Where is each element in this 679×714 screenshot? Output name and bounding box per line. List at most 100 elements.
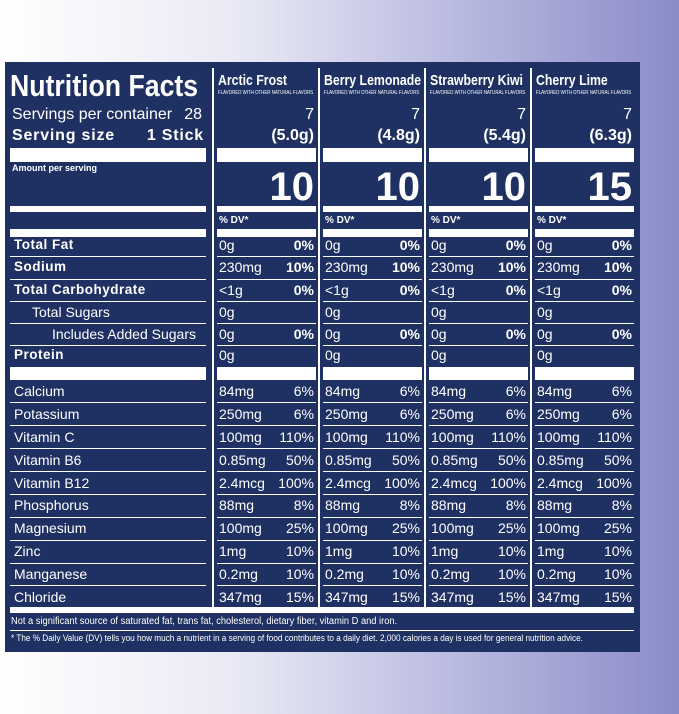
row-rule xyxy=(10,517,206,518)
row-rule xyxy=(10,630,634,631)
column-divider xyxy=(424,68,426,607)
row-rule xyxy=(323,448,422,449)
nutrient-dv: 15% xyxy=(391,588,420,605)
row-rule xyxy=(10,402,206,403)
nutrient-name: Includes Added Sugars xyxy=(52,326,196,342)
row-rule xyxy=(323,471,422,472)
nutrient-dv: 100% xyxy=(596,474,632,491)
nutrient-amount: 2.4mcg xyxy=(219,474,265,491)
medium-rule xyxy=(10,607,634,613)
nutrient-amount: 100mg xyxy=(537,428,580,445)
nutrient-dv: 15% xyxy=(285,588,314,605)
column-divider xyxy=(318,68,320,607)
nutrient-name: Total Carbohydrate xyxy=(14,282,146,298)
nutrient-amount: 1mg xyxy=(537,543,565,560)
nutrient-dv: 25% xyxy=(391,520,420,537)
row-rule xyxy=(323,585,422,586)
nutrient-name: Potassium xyxy=(14,405,80,422)
row-rule xyxy=(429,345,528,346)
row-rule xyxy=(217,585,316,586)
nutrient-amount: 0g xyxy=(537,304,553,320)
nutrient-dv: 100% xyxy=(490,474,526,491)
nutrient-dv: 0% xyxy=(399,282,420,298)
nutrient-dv: 6% xyxy=(293,405,314,422)
nutrient-amount: 230mg xyxy=(431,259,474,275)
row-rule xyxy=(10,471,206,472)
nutrient-dv: 6% xyxy=(399,405,420,422)
nutrient-amount: 250mg xyxy=(219,405,262,422)
medium-rule xyxy=(323,206,422,212)
thick-rule xyxy=(10,229,206,237)
row-rule xyxy=(535,425,634,426)
row-rule xyxy=(535,345,634,346)
nutrient-amount: 0g xyxy=(219,347,235,363)
nutrient-amount: 88mg xyxy=(537,497,573,514)
nutrient-amount: 0g xyxy=(537,347,553,363)
row-rule xyxy=(10,323,206,324)
medium-rule xyxy=(429,206,528,212)
nutrient-amount: 0g xyxy=(431,347,447,363)
nutrient-amount: 347mg xyxy=(219,588,262,605)
thick-rule xyxy=(535,367,634,380)
nutrient-amount: 100mg xyxy=(537,520,580,537)
nutrient-dv: 0% xyxy=(293,326,314,342)
nutrient-name: Phosphorus xyxy=(14,497,89,514)
nutrient-amount: 100mg xyxy=(431,428,474,445)
nutrient-dv: 0% xyxy=(611,282,632,298)
nutrient-dv: 25% xyxy=(497,520,526,537)
row-rule xyxy=(535,402,634,403)
medium-rule xyxy=(10,206,206,212)
product-name: Arctic Frost xyxy=(218,71,288,89)
nutrient-amount: 230mg xyxy=(325,259,368,275)
nutrient-dv: 0% xyxy=(293,237,314,253)
row-rule xyxy=(429,471,528,472)
row-rule xyxy=(535,256,634,257)
nutrient-amount: 0g xyxy=(219,326,235,342)
nutrient-amount: 0.85mg xyxy=(325,451,372,468)
row-rule xyxy=(10,345,206,346)
nutrient-dv: 10% xyxy=(497,259,526,275)
nutrient-dv: 0% xyxy=(399,237,420,253)
thick-rule xyxy=(323,367,422,380)
dv-header: % DV* xyxy=(431,215,461,226)
nutrient-dv: 6% xyxy=(611,383,632,399)
row-rule xyxy=(10,563,206,564)
nutrient-dv: 10% xyxy=(497,566,526,583)
nutrient-amount: 2.4mcg xyxy=(431,474,477,491)
product-servings: 7 xyxy=(623,106,632,123)
nutrient-amount: 0.85mg xyxy=(431,451,478,468)
product-serving-size: (5.4g) xyxy=(483,127,526,144)
nutrient-dv: 50% xyxy=(391,451,420,468)
row-rule xyxy=(323,279,422,280)
nutrient-amount: 84mg xyxy=(219,383,255,399)
row-rule xyxy=(10,256,206,257)
dv-header: % DV* xyxy=(219,215,249,226)
product-servings: 7 xyxy=(411,106,420,123)
nutrient-name: Manganese xyxy=(14,566,88,583)
nutrient-name: Vitamin B12 xyxy=(14,474,90,491)
nutrient-dv: 0% xyxy=(293,282,314,298)
nutrient-amount: 2.4mcg xyxy=(537,474,583,491)
nutrient-amount: <1g xyxy=(431,282,455,298)
row-rule xyxy=(429,540,528,541)
dv-header: % DV* xyxy=(325,215,355,226)
row-rule xyxy=(217,279,316,280)
thick-rule xyxy=(535,148,634,162)
nutrient-dv: 110% xyxy=(279,428,314,445)
nutrient-amount: 0g xyxy=(431,237,447,253)
nutrient-dv: 10% xyxy=(391,259,420,275)
nutrient-name: Chloride xyxy=(14,588,67,605)
nutrient-amount: 347mg xyxy=(431,588,474,605)
row-rule xyxy=(217,402,316,403)
row-rule xyxy=(10,540,206,541)
medium-rule xyxy=(535,206,634,212)
row-rule xyxy=(323,256,422,257)
nutrient-amount: 0g xyxy=(325,304,341,320)
product-calories: 10 xyxy=(269,165,315,209)
thick-rule xyxy=(429,148,528,162)
nutrient-amount: <1g xyxy=(537,282,561,298)
product-serving-size: (5.0g) xyxy=(271,127,314,144)
row-rule xyxy=(535,494,634,495)
medium-rule xyxy=(217,206,316,212)
